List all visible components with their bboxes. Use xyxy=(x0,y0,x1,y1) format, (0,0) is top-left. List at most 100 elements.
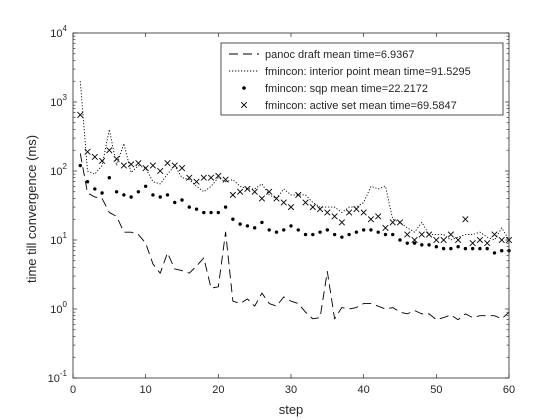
data-point xyxy=(311,232,315,237)
data-point xyxy=(215,172,222,179)
series-2 xyxy=(79,81,510,241)
x-tick-label: 10 xyxy=(140,384,152,396)
data-point xyxy=(84,148,91,155)
legend-item-1: panoc draft mean time=6.9367 xyxy=(229,49,415,61)
data-point xyxy=(405,241,409,245)
data-point xyxy=(433,236,440,244)
data-point xyxy=(391,232,395,237)
data-point xyxy=(107,175,112,180)
legend-label: fmincon: interior point mean time=91.529… xyxy=(265,66,471,78)
data-point xyxy=(456,244,460,249)
data-point xyxy=(100,191,104,195)
series-4 xyxy=(77,111,513,247)
data-point xyxy=(338,219,345,226)
data-point xyxy=(193,178,200,185)
data-point xyxy=(418,231,425,238)
data-point xyxy=(347,232,351,237)
data-point xyxy=(441,246,446,251)
data-point xyxy=(273,195,280,202)
data-point xyxy=(478,246,482,251)
data-point xyxy=(180,198,184,202)
data-point xyxy=(476,236,484,244)
data-point xyxy=(302,199,309,206)
legend-box xyxy=(220,42,504,116)
data-point xyxy=(396,219,404,226)
x-tick-label: 50 xyxy=(430,384,442,396)
data-point xyxy=(434,244,439,249)
data-point xyxy=(231,217,235,221)
legend-label: fmincon: sqp mean time=22.2172 xyxy=(265,83,428,95)
data-point xyxy=(303,232,308,237)
data-point xyxy=(369,228,373,232)
x-axis-label: step xyxy=(279,402,304,417)
data-point xyxy=(449,246,453,251)
data-point xyxy=(164,160,171,167)
data-point xyxy=(484,240,491,247)
data-point xyxy=(289,224,293,228)
data-point xyxy=(398,238,402,242)
data-point xyxy=(171,162,178,169)
data-point xyxy=(382,224,389,231)
data-point xyxy=(260,220,264,225)
data-point xyxy=(404,231,411,238)
data-point xyxy=(367,216,375,223)
data-point xyxy=(229,191,236,199)
data-point xyxy=(383,232,388,237)
legend-item-3: fmincon: sqp mean time=22.2172 xyxy=(242,83,428,95)
data-point xyxy=(361,228,366,232)
legend-item-4: fmincon: active set mean time=69.5847 xyxy=(240,100,457,112)
data-point xyxy=(274,230,279,234)
data-point xyxy=(360,209,367,216)
data-point xyxy=(85,179,90,184)
data-point xyxy=(346,209,353,216)
data-point xyxy=(151,193,155,197)
data-point xyxy=(223,205,228,209)
legend-label: panoc draft mean time=6.9367 xyxy=(265,49,415,61)
data-point xyxy=(295,191,302,199)
legend-item-2: fmincon: interior point mean time=91.529… xyxy=(229,66,471,78)
data-point xyxy=(200,174,207,181)
data-point xyxy=(78,163,82,168)
data-point xyxy=(157,167,164,175)
data-point xyxy=(491,231,498,238)
series-3 xyxy=(78,163,511,255)
data-point xyxy=(282,228,286,232)
y-axis-label: time till convergence (ms) xyxy=(24,135,39,283)
data-point xyxy=(106,147,113,154)
data-point xyxy=(187,205,191,209)
data-point xyxy=(420,243,424,247)
data-point xyxy=(340,235,344,239)
data-point xyxy=(252,226,257,230)
data-point xyxy=(122,193,126,197)
data-point xyxy=(325,228,330,232)
series-1 xyxy=(79,153,510,321)
data-point xyxy=(216,210,221,215)
series-line xyxy=(79,153,510,321)
data-point xyxy=(353,206,360,213)
data-point xyxy=(178,165,186,172)
data-point xyxy=(222,176,229,183)
data-point xyxy=(462,216,469,223)
data-point xyxy=(376,230,380,234)
data-point xyxy=(143,184,148,189)
data-point xyxy=(209,210,213,215)
data-point xyxy=(237,188,244,195)
data-point xyxy=(411,236,418,244)
legend-label: fmincon: active set mean time=69.5847 xyxy=(265,100,457,112)
data-point xyxy=(469,240,476,247)
data-point xyxy=(165,193,170,197)
data-point xyxy=(238,222,242,226)
data-point xyxy=(440,236,447,244)
data-point xyxy=(287,203,295,211)
data-point xyxy=(93,187,97,191)
data-point xyxy=(280,199,287,206)
data-point xyxy=(245,224,250,228)
data-point xyxy=(98,157,106,165)
data-point xyxy=(463,246,468,251)
data-point xyxy=(120,162,127,169)
x-tick-label: 0 xyxy=(70,384,76,396)
data-point xyxy=(324,209,331,216)
x-tick-label: 40 xyxy=(358,384,370,396)
data-point xyxy=(135,160,142,167)
